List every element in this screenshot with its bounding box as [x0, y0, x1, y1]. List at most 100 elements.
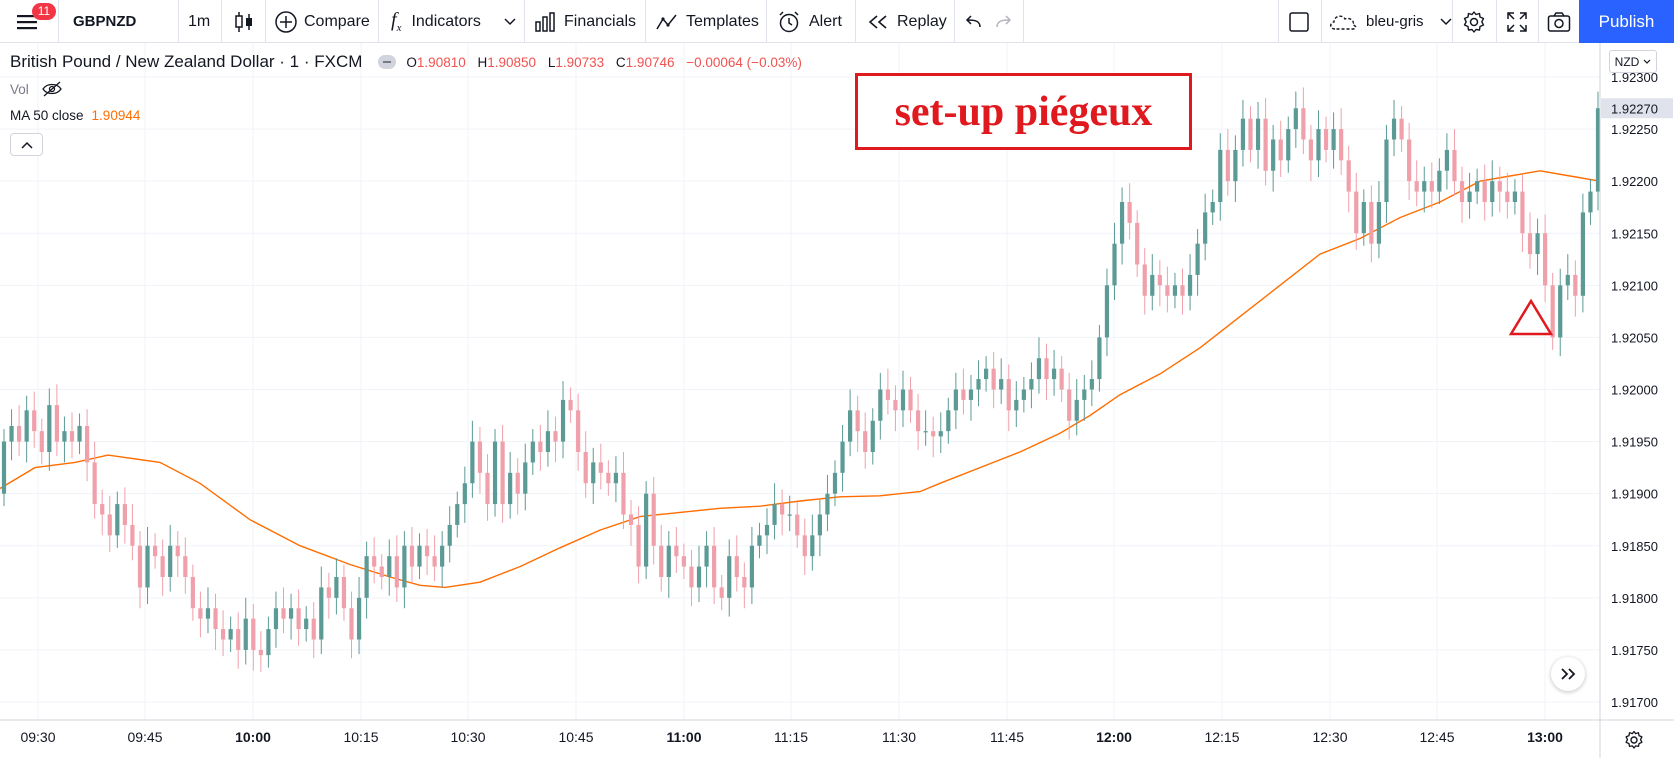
candle-body [168, 545, 173, 577]
candle-body [915, 410, 921, 432]
candle-body [1376, 202, 1382, 244]
candle-body [1225, 149, 1230, 182]
candle-body [893, 399, 898, 411]
candle-body [704, 545, 709, 567]
candle-body [878, 389, 883, 421]
redo-button[interactable] [995, 0, 1013, 43]
candle-body [1044, 358, 1049, 380]
candle-body [666, 545, 671, 577]
candle-body [1157, 274, 1162, 286]
candle-body [1142, 264, 1147, 296]
axis-settings-button[interactable] [1624, 730, 1644, 755]
publish-button[interactable]: Publish [1579, 0, 1674, 43]
candle-body [326, 587, 331, 598]
close-value: 1.90746 [625, 54, 675, 70]
layout-name-button[interactable]: bleu-gris [1328, 0, 1452, 43]
warning-triangle [1508, 298, 1554, 336]
candle-body [1021, 389, 1026, 400]
volume-label: Vol [10, 81, 29, 97]
price-tick: 1.92100 [1611, 278, 1658, 293]
price-chart[interactable]: 1.92300 1.92250 1.92200 1.92150 1.92100 1.920… [0, 43, 1674, 758]
candle-body [1150, 274, 1155, 296]
time-tick: 11:15 [774, 729, 808, 745]
ma-legend[interactable]: MA 50 close 1.90944 [10, 108, 140, 123]
time-tick: 13:00 [1527, 729, 1563, 745]
price-tick: 1.92300 [1611, 70, 1658, 85]
candles-icon [235, 11, 252, 32]
alert-button[interactable]: Alert [777, 0, 842, 43]
candle-body [787, 514, 792, 516]
undo-button[interactable] [964, 0, 982, 43]
candle-body [681, 556, 687, 567]
currency-button[interactable]: NZD [1609, 50, 1657, 73]
candle-body [1339, 129, 1344, 161]
templates-icon [656, 14, 677, 29]
candle-body [1391, 118, 1397, 140]
candle-body [1452, 149, 1457, 182]
candle-body [1331, 129, 1336, 150]
price-tick: 1.92050 [1611, 330, 1658, 345]
chart-type-button[interactable] [234, 0, 254, 43]
candle-body [1067, 389, 1072, 421]
legend-menu-icon[interactable] [378, 55, 397, 69]
last-price-label: 1.92270 [1611, 101, 1658, 116]
annotation-text-box[interactable]: set-up piégeux [855, 73, 1192, 150]
candle-body [440, 545, 445, 567]
indicators-button[interactable]: fx Indicators [391, 0, 481, 43]
symbol-title[interactable]: British Pound / New Zealand Dollar · 1 ·… [10, 52, 363, 71]
menu-button[interactable] [16, 0, 38, 43]
candle-body [424, 545, 430, 557]
candle-body [470, 441, 475, 484]
replay-button[interactable]: Replay [867, 0, 947, 43]
candle-body [379, 566, 384, 577]
candle-body [576, 410, 581, 452]
candle-body [515, 472, 520, 494]
candle-body [220, 629, 226, 640]
snapshot-button[interactable] [1547, 0, 1571, 43]
symbol-search[interactable]: GBPNZD [73, 13, 137, 30]
candle-body [1550, 285, 1555, 338]
candle-body [1104, 285, 1110, 338]
top-toolbar: 11 GBPNZD 1m Compare fx Indicators Finan… [0, 0, 1674, 43]
high-value: 1.90850 [487, 54, 537, 70]
last-price-badge [1601, 98, 1673, 119]
chevron-down-icon [1643, 59, 1651, 64]
volume-legend[interactable]: Vol [10, 81, 63, 97]
indicators-dropdown[interactable] [504, 0, 516, 43]
candle-body [719, 587, 724, 598]
candle-body [1543, 233, 1548, 286]
candle-body [598, 462, 603, 473]
interval-button[interactable]: 1m [188, 12, 211, 30]
scroll-to-realtime-button[interactable] [1551, 657, 1585, 691]
settings-button[interactable] [1462, 0, 1486, 43]
candles-layer [1, 87, 1601, 672]
candle-body [236, 629, 241, 650]
candle-body [1520, 191, 1525, 234]
candle-body [273, 608, 279, 630]
candle-body [1286, 129, 1291, 161]
financials-button[interactable]: Financials [534, 0, 636, 43]
candle-body [349, 608, 354, 640]
candle-body [266, 629, 271, 656]
candle-body [583, 452, 588, 484]
candle-body [175, 545, 180, 557]
layout-select-button[interactable] [1288, 0, 1310, 43]
time-tick: 09:45 [127, 729, 162, 745]
eye-hidden-icon[interactable] [41, 81, 63, 97]
candle-body [999, 379, 1004, 390]
compare-button[interactable]: Compare [274, 0, 370, 43]
candle-body [137, 545, 143, 588]
candle-body [757, 535, 762, 546]
candle-body [54, 405, 59, 442]
time-tick: 11:00 [666, 729, 701, 745]
legend-collapse-button[interactable] [10, 133, 43, 156]
fullscreen-button[interactable] [1506, 0, 1528, 43]
chevron-up-icon [20, 141, 33, 149]
change-value: −0.00064 (−0.03%) [686, 54, 802, 70]
candle-body [931, 431, 936, 437]
candle-body [1097, 337, 1102, 380]
candle-body [1346, 160, 1351, 192]
candle-body [832, 472, 838, 494]
templates-button[interactable]: Templates [656, 0, 759, 43]
price-tick: 1.91850 [1611, 539, 1658, 554]
